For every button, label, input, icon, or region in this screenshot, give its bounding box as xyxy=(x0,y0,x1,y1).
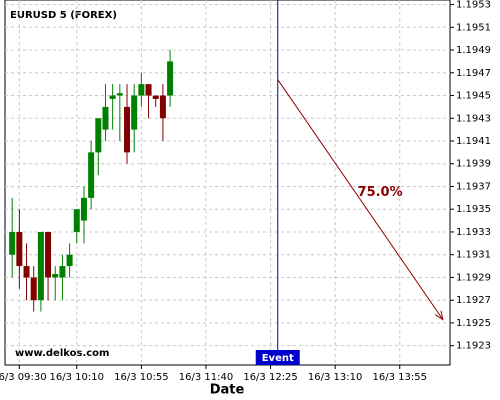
y-tick-label: 1.1953 xyxy=(456,0,491,11)
candle-body xyxy=(116,93,123,96)
x-tick-label: 16/3 13:55 xyxy=(373,372,427,383)
y-tick-label: 1.1939 xyxy=(456,159,491,170)
candle-body xyxy=(167,61,174,96)
candle-body xyxy=(30,277,37,301)
x-axis-title: Date xyxy=(210,383,245,398)
candle-body xyxy=(152,95,159,99)
watermark: www.delkos.com xyxy=(15,348,109,359)
candle-body xyxy=(16,231,23,267)
y-tick-label: 1.1931 xyxy=(456,250,491,261)
candle-body xyxy=(138,84,145,96)
candle-body xyxy=(66,254,73,267)
candle-body xyxy=(37,231,44,301)
y-tick-label: 1.1935 xyxy=(456,204,491,215)
y-tick-label: 1.1929 xyxy=(456,272,491,283)
x-tick-label: 16/3 13:10 xyxy=(308,372,362,383)
x-tick-label: 16/3 10:10 xyxy=(50,372,104,383)
y-tick-label: 1.1937 xyxy=(456,181,491,192)
candle-body xyxy=(73,209,80,232)
forecast-arrow xyxy=(277,79,444,320)
y-tick-label: 1.1927 xyxy=(456,295,491,306)
y-tick-label: 1.1943 xyxy=(456,113,491,124)
candle-body xyxy=(80,197,87,221)
candle-body xyxy=(145,84,152,96)
candle-body xyxy=(52,274,59,278)
arrow-head xyxy=(434,310,444,321)
candle-body xyxy=(45,231,52,278)
candle-body xyxy=(102,106,109,130)
candle-body xyxy=(124,106,131,153)
x-tick-label: 16/3 11:40 xyxy=(179,372,233,383)
candle-body xyxy=(109,95,116,99)
x-tick-label: 16/3 10:55 xyxy=(114,372,168,383)
x-tick-label: 16/3 12:25 xyxy=(243,372,297,383)
candle-body xyxy=(23,266,30,278)
y-tick-label: 1.1933 xyxy=(456,227,491,238)
y-tick-label: 1.1951 xyxy=(456,22,491,33)
plot-frame xyxy=(4,0,451,366)
candle-body xyxy=(88,152,95,198)
event-label: Event xyxy=(262,353,294,364)
y-tick-label: 1.1941 xyxy=(456,136,491,147)
candle-body xyxy=(131,95,138,130)
candle-body xyxy=(95,118,102,153)
y-tick-label: 1.1949 xyxy=(456,45,491,56)
candle-body xyxy=(59,266,66,278)
candle-body xyxy=(159,95,166,119)
chart-title: EURUSD 5 (FOREX) xyxy=(10,10,117,21)
y-tick-label: 1.1947 xyxy=(456,68,491,79)
x-tick-label: 16/3 09:30 xyxy=(0,372,47,383)
y-tick-label: 1.1925 xyxy=(456,318,491,329)
forecast-label: 75.0% xyxy=(358,185,403,200)
y-tick-label: 1.1945 xyxy=(456,91,491,102)
event-box xyxy=(255,350,300,365)
y-tick-label: 1.1923 xyxy=(456,341,491,352)
candle-body xyxy=(9,231,16,255)
